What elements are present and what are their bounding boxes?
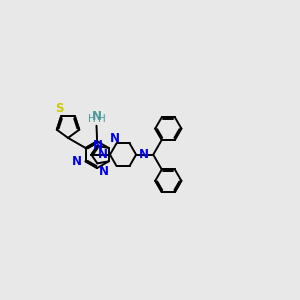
Text: H: H xyxy=(88,115,96,124)
Text: N: N xyxy=(110,132,120,145)
Text: H: H xyxy=(98,115,106,124)
Text: N: N xyxy=(93,139,103,152)
Text: N: N xyxy=(72,155,82,168)
Text: N: N xyxy=(99,165,109,178)
Text: N: N xyxy=(98,148,107,161)
Text: N: N xyxy=(139,148,148,161)
Text: N: N xyxy=(92,110,102,123)
Text: S: S xyxy=(55,102,64,115)
